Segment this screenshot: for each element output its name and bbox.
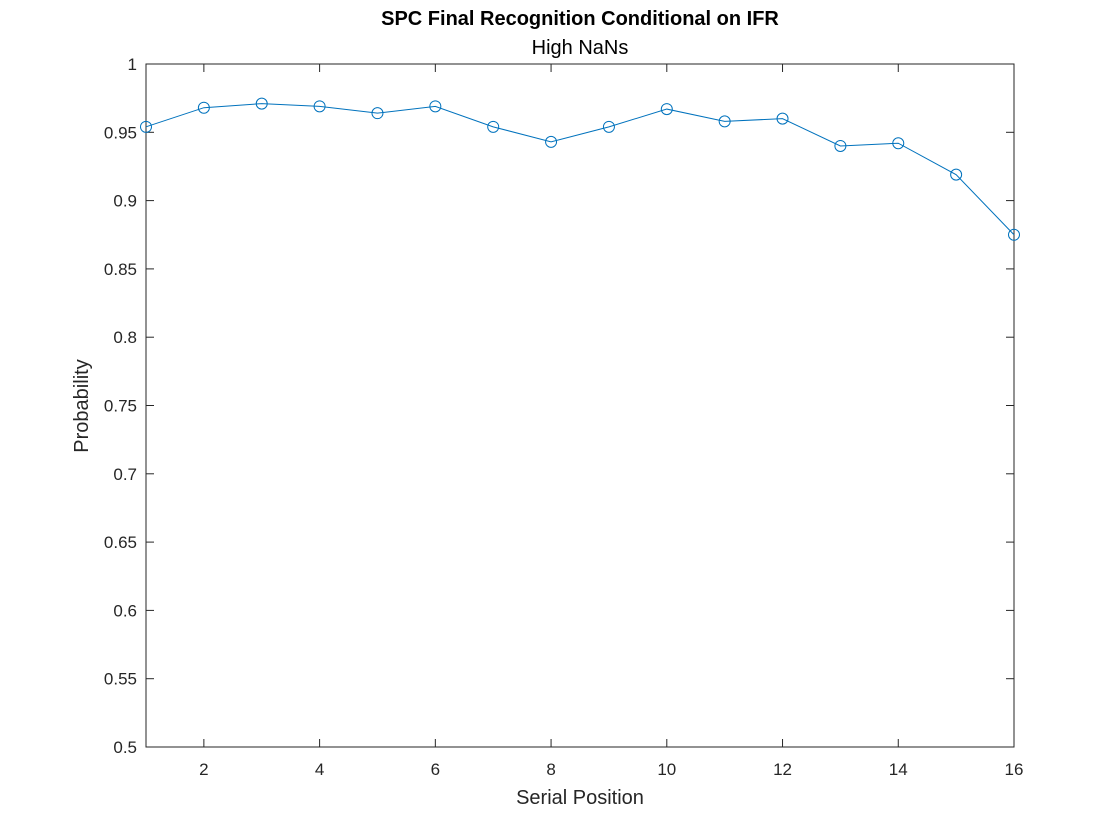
series-group <box>140 97 1020 241</box>
x-tick-label: 6 <box>431 760 440 779</box>
data-point <box>429 100 442 113</box>
chart-subtitle: High NaNs <box>532 37 629 59</box>
data-point <box>255 97 268 110</box>
y-tick-label: 0.6 <box>113 601 137 620</box>
y-tick-label: 1 <box>128 55 137 74</box>
axis-tick-labels: 2 4 6 8 10 12 14 16 0.5 0.55 0.6 0.65 0.7 0.75 0.8 0.85… <box>104 55 1024 779</box>
data-point <box>660 103 673 116</box>
plot-area: 2 4 6 8 10 12 14 16 0.5 0.55 0.6 0.65 0.7 0.75 0.8 0.85… <box>104 55 1024 779</box>
data-point <box>718 115 731 128</box>
data-point <box>776 112 789 125</box>
x-tick-label: 16 <box>1005 760 1024 779</box>
axes-box <box>145 63 1015 748</box>
y-tick-label: 0.85 <box>104 260 137 279</box>
y-tick-label: 0.95 <box>104 123 137 142</box>
data-point <box>892 137 905 150</box>
axis-ticks <box>146 63 1015 748</box>
data-point <box>140 120 152 133</box>
x-tick-label: 10 <box>657 760 676 779</box>
data-point <box>197 101 210 114</box>
y-tick-label: 0.5 <box>113 738 137 757</box>
x-tick-label: 14 <box>889 760 908 779</box>
y-tick-label: 0.9 <box>113 192 137 211</box>
data-point <box>1008 228 1020 241</box>
data-point <box>313 100 326 113</box>
x-tick-label: 8 <box>546 760 555 779</box>
y-tick-label: 0.8 <box>113 328 137 347</box>
data-point <box>545 135 558 148</box>
data-point <box>950 168 963 181</box>
data-point <box>371 107 384 120</box>
data-point <box>487 120 500 133</box>
y-tick-label: 0.65 <box>104 533 137 552</box>
x-tick-label: 2 <box>199 760 208 779</box>
chart-title: SPC Final Recognition Conditional on IFR <box>381 8 779 30</box>
series-line <box>145 103 1015 236</box>
x-tick-label: 12 <box>773 760 792 779</box>
y-tick-label: 0.55 <box>104 670 137 689</box>
y-tick-label: 0.7 <box>113 465 137 484</box>
y-axis-label: Probability <box>71 359 93 452</box>
data-point <box>602 120 615 133</box>
x-axis-label: Serial Position <box>516 787 644 809</box>
data-point <box>834 139 847 152</box>
y-tick-label: 0.75 <box>104 397 137 416</box>
x-tick-label: 4 <box>315 760 324 779</box>
